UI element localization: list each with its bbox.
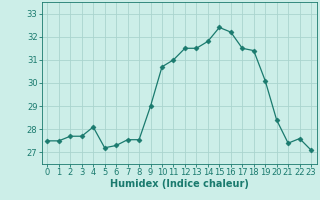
- X-axis label: Humidex (Indice chaleur): Humidex (Indice chaleur): [110, 179, 249, 189]
